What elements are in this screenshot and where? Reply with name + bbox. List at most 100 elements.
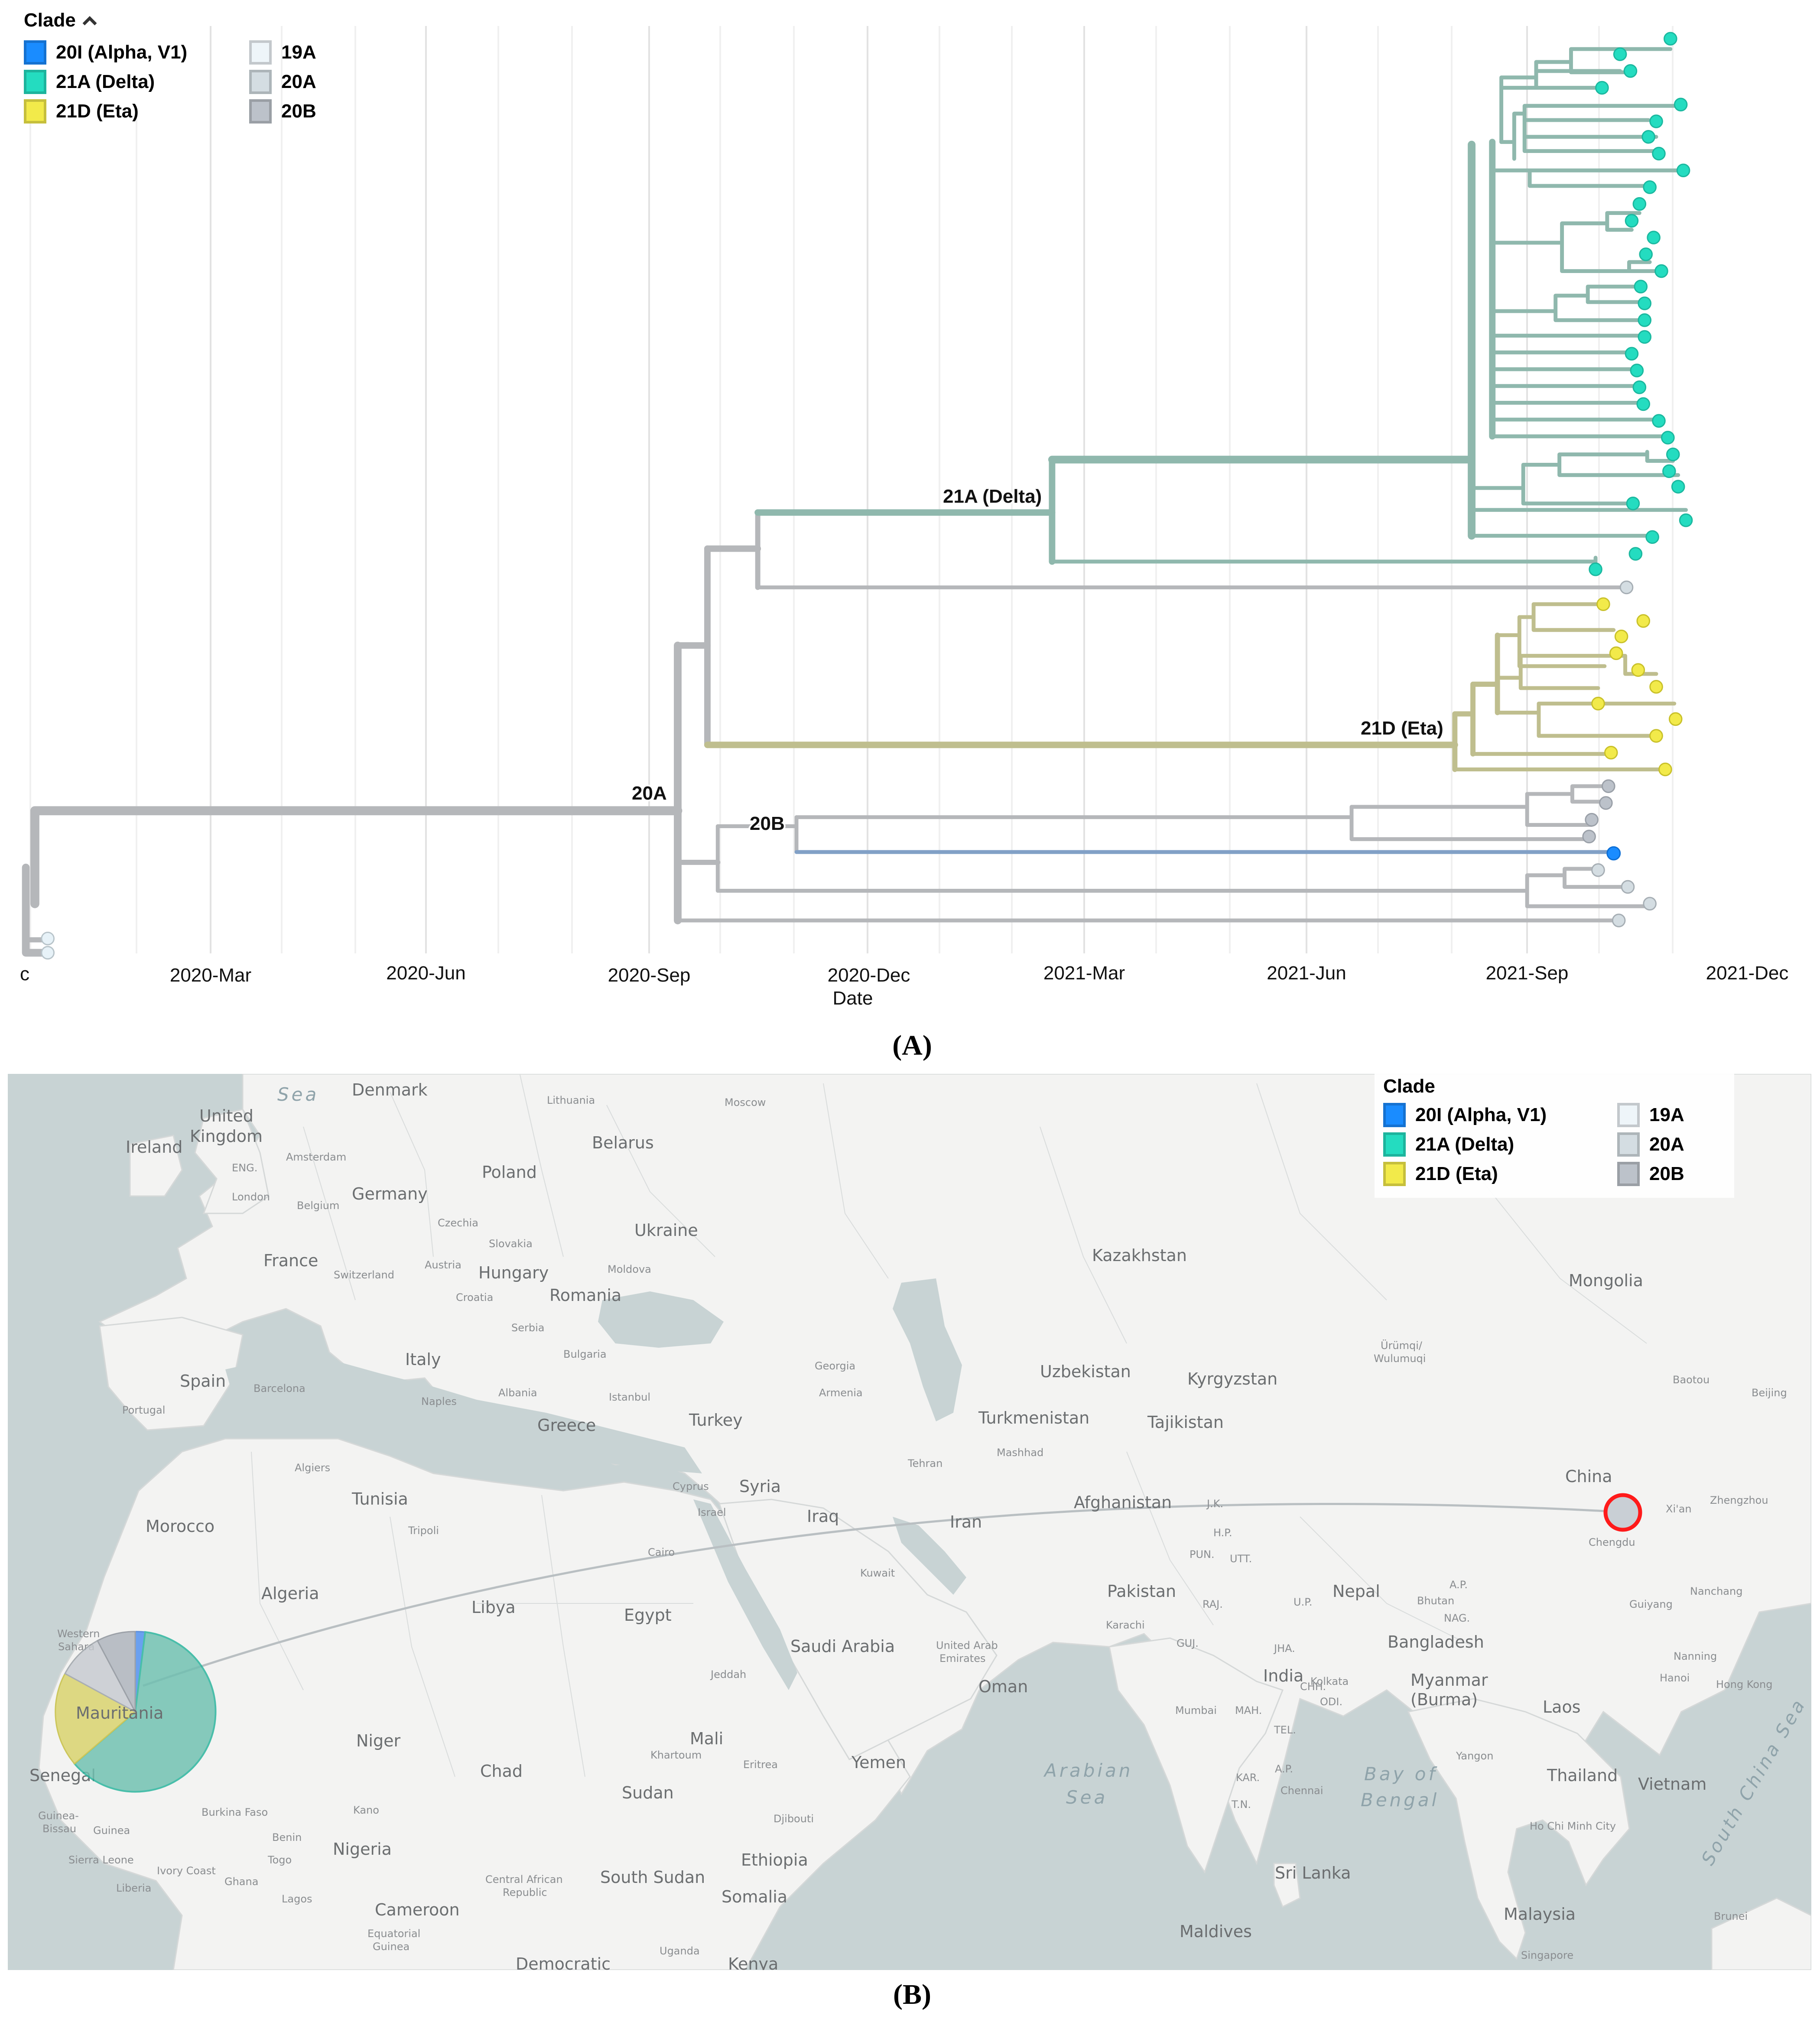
map-legend-item-eta[interactable]: 21D (Eta) (1383, 1161, 1617, 1187)
map-label-mauritania: Mauritania (76, 1704, 163, 1723)
svg-text:Kingdom: Kingdom (190, 1127, 263, 1146)
map-labels: Sea Denmark Lithuania Moscow United King… (29, 1080, 1810, 1973)
svg-text:U.P.: U.P. (1294, 1596, 1313, 1608)
clade-label-delta: 21A (Delta) (943, 486, 1042, 507)
legend-item-20b[interactable]: 20B (249, 98, 353, 125)
svg-text:Kenya: Kenya (728, 1954, 778, 1973)
svg-text:GUJ.: GUJ. (1176, 1637, 1199, 1649)
svg-text:Georgia: Georgia (815, 1360, 855, 1372)
svg-text:Israel: Israel (698, 1506, 726, 1518)
svg-text:Ethiopia: Ethiopia (741, 1850, 808, 1869)
svg-text:Jeddah: Jeddah (710, 1668, 746, 1681)
svg-text:Hong Kong: Hong Kong (1716, 1678, 1772, 1691)
svg-text:Singapore: Singapore (1521, 1949, 1573, 1961)
svg-text:Turkmenistan: Turkmenistan (978, 1408, 1089, 1427)
svg-text:Czechia: Czechia (438, 1217, 478, 1229)
legend-swatch (1617, 1162, 1640, 1186)
chevron-up-icon[interactable] (82, 15, 98, 26)
svg-text:Sierra Leone: Sierra Leone (68, 1854, 134, 1866)
svg-text:Naples: Naples (421, 1395, 457, 1408)
svg-text:PUN.: PUN. (1190, 1548, 1215, 1561)
legend-swatch (1617, 1103, 1640, 1127)
svg-text:Niger: Niger (356, 1731, 400, 1750)
tree-legend: Clade 20I (Alpha, V1) 19A 21A (Delta) 20… (24, 10, 353, 125)
svg-text:Belgium: Belgium (297, 1200, 339, 1212)
svg-text:Guinea: Guinea (93, 1824, 130, 1837)
svg-text:Kazakhstan: Kazakhstan (1092, 1246, 1187, 1265)
svg-text:Moldova: Moldova (608, 1263, 651, 1275)
svg-text:Maldives: Maldives (1180, 1922, 1252, 1941)
legend-swatch (249, 70, 272, 94)
legend-item-19a[interactable]: 19A (249, 39, 353, 66)
legend-item-eta[interactable]: 21D (Eta) (24, 98, 249, 125)
svg-text:TEL.: TEL. (1274, 1724, 1296, 1736)
svg-text:Egypt: Egypt (624, 1606, 672, 1625)
svg-text:Kyrgyzstan: Kyrgyzstan (1187, 1369, 1277, 1388)
legend-item-20a[interactable]: 20A (249, 68, 353, 95)
svg-text:Malaysia: Malaysia (1504, 1905, 1576, 1924)
svg-text:Lagos: Lagos (282, 1893, 312, 1905)
legend-swatch (1383, 1103, 1406, 1127)
svg-text:Mongolia: Mongolia (1569, 1271, 1643, 1290)
svg-text:Vietnam: Vietnam (1638, 1775, 1706, 1794)
svg-text:Sri Lanka: Sri Lanka (1275, 1863, 1351, 1882)
svg-text:Syria: Syria (739, 1477, 781, 1496)
svg-text:Bulgaria: Bulgaria (563, 1348, 607, 1360)
svg-text:Hanoi: Hanoi (1660, 1672, 1690, 1684)
legend-swatch (249, 40, 272, 65)
pie-chart-mauritania[interactable] (55, 1631, 217, 1793)
svg-text:Austria: Austria (425, 1259, 462, 1271)
svg-text:Algiers: Algiers (295, 1462, 330, 1474)
svg-text:Slovakia: Slovakia (489, 1238, 533, 1250)
axis-tick: 2021-Sep (1486, 962, 1569, 984)
svg-text:ODI.: ODI. (1320, 1696, 1342, 1708)
legend-item-delta[interactable]: 21A (Delta) (24, 68, 249, 95)
legend-title[interactable]: Clade (24, 10, 353, 31)
legend-swatch (1617, 1132, 1640, 1157)
svg-text:Morocco: Morocco (146, 1517, 214, 1536)
svg-text:Equatorial: Equatorial (367, 1928, 420, 1940)
svg-text:Bangladesh: Bangladesh (1388, 1632, 1484, 1652)
map-legend-item-19a[interactable]: 19A (1617, 1102, 1721, 1128)
svg-text:Bengal: Bengal (1361, 1789, 1439, 1811)
svg-text:Sea: Sea (277, 1084, 319, 1105)
svg-text:Belarus: Belarus (592, 1133, 654, 1152)
map-legend-item-delta[interactable]: 21A (Delta) (1383, 1131, 1617, 1158)
map-legend-item-20b[interactable]: 20B (1617, 1161, 1721, 1187)
svg-text:Switzerland: Switzerland (334, 1269, 394, 1281)
svg-text:RAJ.: RAJ. (1202, 1598, 1223, 1610)
svg-text:UTT.: UTT. (1230, 1553, 1252, 1565)
legend-item-alpha[interactable]: 20I (Alpha, V1) (24, 39, 249, 66)
axis-tick: 2021-Dec (1706, 962, 1789, 984)
svg-text:Guiyang: Guiyang (1629, 1598, 1673, 1610)
svg-text:Afghanistan: Afghanistan (1074, 1493, 1172, 1512)
legend-label: 20I (Alpha, V1) (56, 42, 188, 63)
china-marker[interactable] (1603, 1493, 1642, 1532)
svg-text:Somalia: Somalia (722, 1887, 787, 1906)
svg-text:Ivory Coast: Ivory Coast (157, 1865, 216, 1877)
map-borders (251, 1074, 1647, 1777)
svg-text:NAG.: NAG. (1444, 1612, 1470, 1624)
svg-text:Nanning: Nanning (1674, 1650, 1717, 1662)
axis-tick: 2020-Sep (608, 965, 691, 986)
transmission-line (143, 1503, 1630, 1687)
svg-text:Italy: Italy (405, 1350, 441, 1369)
svg-text:Bhutan: Bhutan (1417, 1595, 1454, 1607)
svg-text:J.K.: J.K. (1206, 1498, 1223, 1510)
svg-text:Portugal: Portugal (122, 1404, 165, 1416)
svg-text:Chennai: Chennai (1280, 1785, 1323, 1797)
map-panel[interactable]: Sea Denmark Lithuania Moscow United King… (8, 1074, 1811, 1973)
svg-text:MAH.: MAH. (1235, 1704, 1262, 1717)
svg-text:Saudi Arabia: Saudi Arabia (790, 1637, 895, 1656)
map-legend-item-20a[interactable]: 20A (1617, 1131, 1721, 1158)
svg-text:Lithuania: Lithuania (547, 1094, 595, 1106)
map-legend-item-alpha[interactable]: 20I (Alpha, V1) (1383, 1102, 1617, 1128)
clade-label-eta: 21D (Eta) (1361, 718, 1443, 739)
svg-text:United: United (199, 1106, 254, 1125)
svg-text:China: China (1565, 1467, 1612, 1486)
svg-text:Mumbai: Mumbai (1175, 1704, 1217, 1717)
svg-text:Emirates: Emirates (939, 1652, 985, 1665)
legend-swatch (1383, 1132, 1406, 1157)
grid-lines (29, 26, 1674, 953)
